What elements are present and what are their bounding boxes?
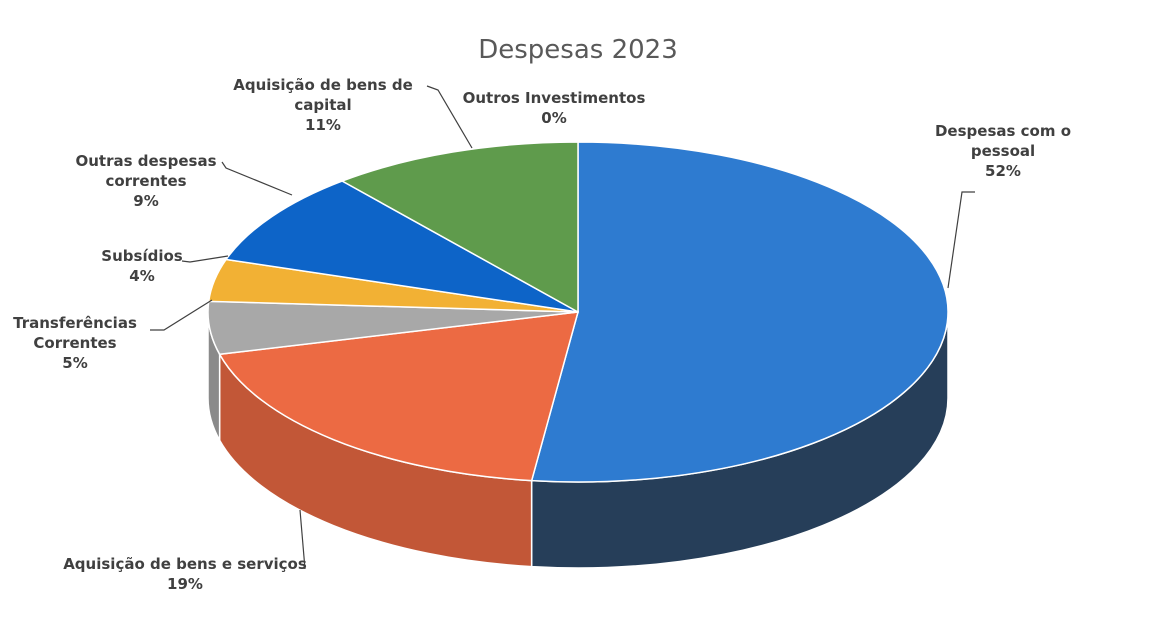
- leader-line-aquisicao-de-bens-e-servicos: [299, 509, 306, 570]
- pie-slice-aquisicao-de-bens-de-capital: [340, 141, 579, 314]
- label-text: Correntes: [33, 334, 116, 352]
- label-percent: 52%: [985, 162, 1021, 180]
- label-percent: 4%: [129, 267, 154, 285]
- pie-sides: [207, 311, 949, 569]
- label-despesas-com-o-pessoal: Despesas com o pessoal 52%: [935, 122, 1071, 180]
- label-text: Outras despesas: [76, 152, 217, 170]
- label-text: Aquisição de bens e serviços: [63, 555, 307, 573]
- slice-labels: Despesas com o pessoal 52% Aquisição de ben…: [13, 76, 1071, 593]
- label-text: Subsídios: [101, 247, 182, 265]
- label-text: Outros Investimentos: [463, 89, 646, 107]
- label-outras-despesas-correntes: Outras despesas correntes 9%: [76, 152, 217, 210]
- label-text: Transferências: [13, 314, 137, 332]
- leader-line-aquisicao-de-bens-de-capital: [426, 85, 473, 149]
- label-text: pessoal: [971, 142, 1035, 160]
- leader-line-transferencias-correntes: [150, 299, 213, 331]
- label-percent: 0%: [541, 109, 566, 127]
- leader-line-outras-despesas-correntes: [221, 161, 293, 196]
- label-aquisicao-de-bens-de-capital: Aquisição de bens de capital 11%: [233, 76, 413, 134]
- label-text: Aquisição de bens de: [233, 76, 413, 94]
- label-aquisicao-de-bens-e-servicos: Aquisição de bens e serviços 19%: [63, 555, 307, 593]
- pie-slice-despesas-com-o-pessoal: [530, 141, 949, 483]
- leader-line-subsidios: [181, 255, 229, 263]
- label-outros-investimentos: Outros Investimentos 0%: [463, 89, 646, 127]
- label-percent: 19%: [167, 575, 203, 593]
- label-subsidios: Subsídios 4%: [101, 247, 182, 285]
- label-text: Despesas com o: [935, 122, 1071, 140]
- label-text: capital: [294, 96, 351, 114]
- label-text: correntes: [105, 172, 186, 190]
- chart-title: Despesas 2023: [478, 35, 678, 65]
- pie-slice-outras-despesas-correntes: [224, 180, 579, 313]
- label-percent: 5%: [62, 354, 87, 372]
- label-percent: 9%: [133, 192, 158, 210]
- pie-tops: [207, 141, 949, 483]
- label-transferencias-correntes: Transferências Correntes 5%: [13, 314, 137, 372]
- label-leaders: [150, 85, 975, 570]
- leader-line-despesas-com-o-pessoal: [947, 191, 975, 289]
- pie-slice-aquisicao-de-bens-e-servicos: [218, 311, 580, 482]
- label-percent: 11%: [305, 116, 341, 134]
